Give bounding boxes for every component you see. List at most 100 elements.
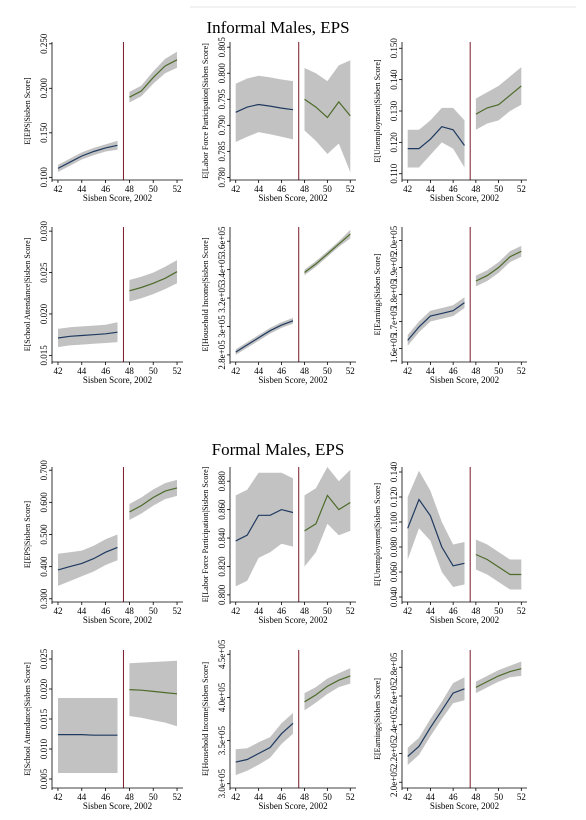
x-tick-label: 50: [149, 606, 159, 616]
y-tick-label: 0.300: [39, 588, 49, 609]
x-tick-label: 50: [149, 184, 159, 194]
y-tick-label: 0.800: [217, 63, 227, 84]
section-title-formal: Formal Males, EPS: [212, 440, 345, 459]
y-axis-title: E[School Attendance|Sisben Score]: [23, 662, 32, 776]
fit-line-left: [57, 546, 118, 571]
x-axis-title: Sisben Score, 2002: [258, 615, 327, 625]
x-tick-label: 48: [125, 366, 135, 376]
x-tick-label: 52: [346, 366, 355, 376]
y-tick-label: 1.7e+05: [389, 306, 399, 336]
x-tick-label: 48: [125, 184, 135, 194]
y-tick-label: 0.200: [39, 78, 49, 99]
y-tick-label: 0.060: [389, 561, 399, 582]
x-tick-label: 46: [101, 184, 111, 194]
y-tick-label: 2.0e+05: [389, 767, 399, 797]
y-tick-label: 0.795: [217, 89, 227, 110]
fit-line-right: [129, 59, 178, 98]
y-tick-label: 3e+05: [217, 315, 227, 338]
fit-line-left: [407, 126, 465, 150]
x-tick-label: 48: [471, 366, 481, 376]
y-tick-label: 0.860: [217, 499, 227, 520]
x-tick-label: 46: [101, 606, 111, 616]
x-tick-label: 50: [494, 792, 504, 802]
x-axis-title: Sisben Score, 2002: [258, 801, 327, 811]
x-tick-label: 50: [494, 184, 504, 194]
x-tick-label: 46: [449, 606, 459, 616]
panel-4: 0.015 0.020 0.025 0.030 42 44 46 48 50 52 Sisben S…: [23, 220, 183, 385]
x-tick-label: 48: [300, 366, 310, 376]
panel-5: 2.8e+05 3e+05 3.2e+053.4e+053.6e+05 42 44 46 4…: [201, 226, 356, 385]
fit-line-right: [304, 233, 351, 273]
fit-line-right: [304, 494, 351, 532]
y-tick-label: 0.805: [217, 37, 227, 58]
x-axis-title: Sisben Score, 2002: [83, 615, 152, 625]
x-tick-label: 44: [426, 366, 436, 376]
x-tick-label: 46: [277, 366, 287, 376]
fit-line-right: [304, 98, 351, 119]
y-tick-label: 0.150: [389, 38, 399, 59]
y-tick-label: 3.2e+05: [217, 283, 227, 313]
ci-band-left: [58, 534, 118, 586]
x-axis-title: Sisben Score, 2002: [258, 193, 327, 203]
y-axis-title: E[EPS|Sisben Score]: [23, 77, 32, 144]
x-tick-label: 50: [323, 184, 333, 194]
x-tick-label: 44: [254, 792, 264, 802]
fit-line-left: [407, 688, 465, 757]
ci-band-right: [475, 661, 522, 694]
x-tick-label: 48: [300, 606, 310, 616]
x-tick-label: 44: [426, 606, 436, 616]
panel-12: 2.0e+052.2e+052.4e+052.6e+052.8e+05 42 44 4…: [373, 650, 527, 811]
y-tick-label: 0.130: [389, 100, 399, 121]
panels-group: 0.100 0.150 0.200 0.250 42 44 46 48 50 52 Sisben S…: [23, 33, 527, 811]
ci-band-right: [129, 660, 177, 727]
y-tick-label: 2.2e+05: [389, 738, 399, 768]
x-tick-label: 50: [323, 606, 333, 616]
y-tick-label: 4.0e+05: [217, 682, 227, 712]
x-tick-label: 52: [173, 792, 182, 802]
panel-3: 0.110 0.120 0.130 0.140 0.150 42 44 46 48 50 52 Sis…: [373, 38, 527, 203]
ci-band-right: [475, 539, 522, 590]
y-tick-label: 0.100: [389, 511, 399, 532]
y-tick-label: 0.140: [389, 461, 399, 482]
x-tick-label: 42: [53, 792, 62, 802]
x-tick-label: 48: [471, 606, 481, 616]
x-tick-label: 52: [173, 366, 182, 376]
fit-line-left: [235, 103, 294, 113]
x-tick-label: 42: [403, 792, 412, 802]
x-tick-label: 46: [449, 792, 459, 802]
panel-8: 0.800 0.820 0.840 0.860 0.880 42 44 46 48 50 52 Sis…: [201, 466, 356, 625]
panel-2: 0.780 0.785 0.790 0.795 0.800 0.805 42 44 46 48 50…: [201, 37, 356, 203]
y-tick-label: 0.040: [389, 586, 399, 607]
x-tick-label: 50: [323, 366, 333, 376]
y-tick-label: 2.0e+05: [389, 225, 399, 255]
x-tick-label: 50: [494, 366, 504, 376]
x-axis-title: Sisben Score, 2002: [83, 375, 152, 385]
x-tick-label: 42: [231, 606, 240, 616]
x-tick-label: 46: [277, 606, 287, 616]
x-tick-label: 46: [277, 792, 287, 802]
x-tick-label: 44: [254, 184, 264, 194]
x-tick-label: 52: [173, 184, 182, 194]
y-tick-label: 0.020: [39, 303, 49, 324]
y-tick-label: 3.0e+05: [217, 769, 227, 799]
y-tick-label: 0.015: [39, 345, 49, 366]
ci-band-right: [129, 479, 177, 520]
x-tick-label: 42: [231, 366, 240, 376]
y-tick-label: 0.100: [39, 167, 49, 188]
x-tick-label: 52: [346, 792, 355, 802]
y-tick-label: 3.6e+05: [217, 226, 227, 256]
fit-line-right: [475, 250, 522, 282]
x-tick-label: 48: [300, 792, 310, 802]
y-tick-label: 0.150: [39, 122, 49, 143]
y-tick-label: 3.5e+05: [217, 725, 227, 755]
y-tick-label: 0.020: [39, 678, 49, 699]
x-axis-title: Sisben Score, 2002: [258, 375, 327, 385]
fit-line-left: [235, 320, 294, 353]
ci-band-right: [304, 467, 351, 567]
y-tick-label: 0.025: [39, 262, 49, 283]
ci-band-left: [235, 75, 293, 142]
x-tick-label: 44: [426, 184, 436, 194]
x-tick-label: 48: [125, 606, 135, 616]
y-tick-label: 0.880: [217, 471, 227, 492]
